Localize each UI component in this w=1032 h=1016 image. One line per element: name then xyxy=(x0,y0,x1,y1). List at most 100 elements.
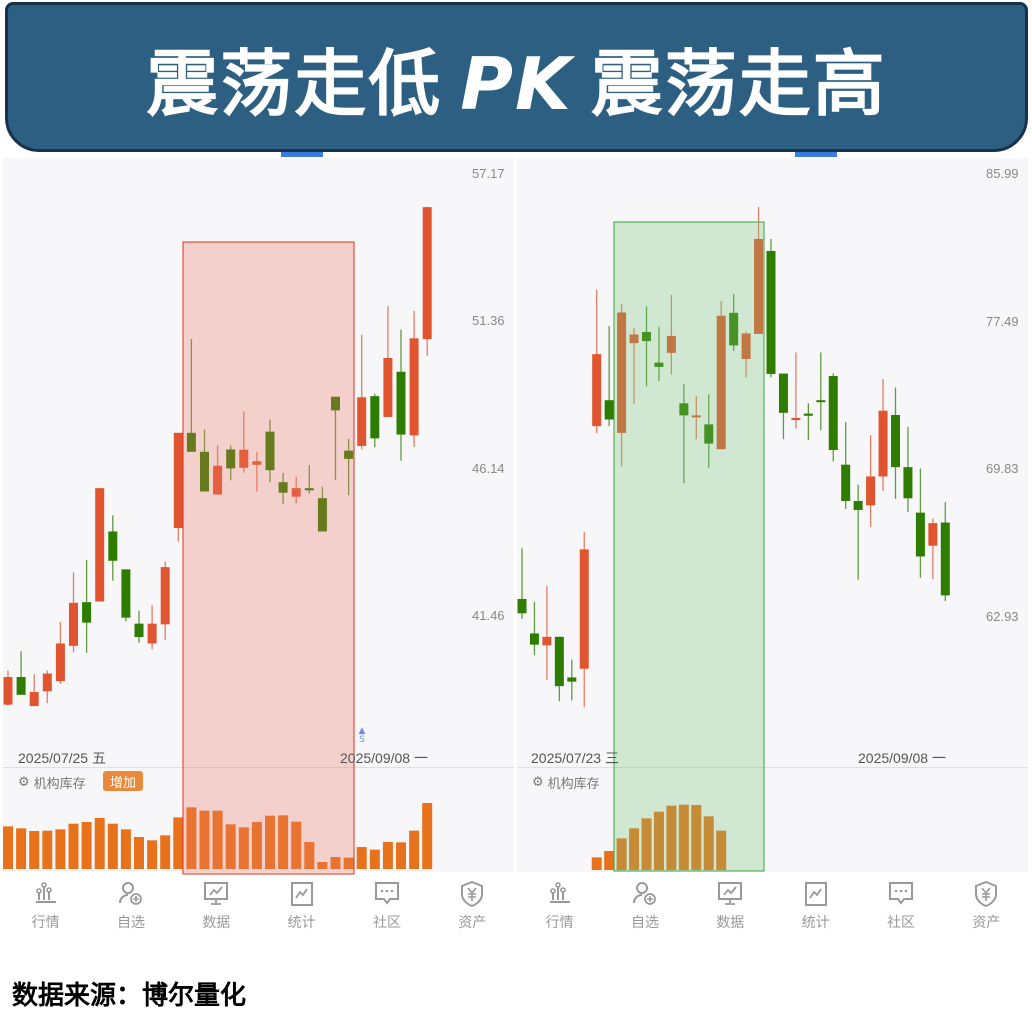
nav-item-2[interactable]: 数据 xyxy=(688,880,773,940)
nav-item-1[interactable]: 自选 xyxy=(88,880,173,940)
candle-body xyxy=(816,400,826,403)
candle-body xyxy=(878,410,888,477)
indicator-bar xyxy=(278,815,289,869)
y-tick-label: 85.99 xyxy=(986,166,1019,181)
indicator-name: 机构库存 xyxy=(547,777,600,792)
indicator-bar xyxy=(199,810,210,869)
user-add-icon xyxy=(118,882,142,905)
candle-body xyxy=(567,677,577,682)
nav-item-3[interactable]: 统计 xyxy=(773,880,858,940)
candle-body xyxy=(108,531,118,561)
nav-label: 资产 xyxy=(972,915,1001,931)
candle-body xyxy=(252,461,262,465)
candle-body xyxy=(370,396,380,439)
candle-body xyxy=(200,451,209,492)
indicator-bar xyxy=(396,842,406,869)
tab-indicator xyxy=(795,152,837,157)
nav-item-1[interactable]: 自选 xyxy=(602,880,687,940)
tab-indicator xyxy=(281,152,323,157)
title-left: 震荡走低 xyxy=(146,41,443,126)
candle-body xyxy=(3,677,13,705)
chat-icon xyxy=(888,882,913,905)
indicator-bar xyxy=(666,805,677,870)
indicator-bar xyxy=(225,824,236,869)
highlight-box xyxy=(613,221,765,872)
indicator-bar xyxy=(317,862,328,869)
indicator-bar xyxy=(94,818,105,869)
indicator-bar xyxy=(291,821,302,869)
indicator-bar xyxy=(55,829,66,869)
nav-item-0[interactable]: 行情 xyxy=(517,880,602,940)
candle-body xyxy=(265,431,275,471)
nav-label: 统计 xyxy=(287,915,316,931)
gear-icon: ⚙ xyxy=(532,775,544,790)
indicator-name: 机构库存 xyxy=(33,777,86,792)
indicator-bar xyxy=(691,805,702,870)
candle-body xyxy=(186,432,196,452)
nav-item-4[interactable]: 社区 xyxy=(344,880,429,940)
gear-icon: ⚙ xyxy=(18,775,30,790)
indicator-bar xyxy=(422,803,433,869)
candle-body xyxy=(226,449,236,469)
candle-body xyxy=(766,250,776,374)
indicator-bar xyxy=(409,830,420,869)
indicator-bar xyxy=(616,838,627,870)
indicator-bar xyxy=(604,851,615,870)
indicator-label[interactable]: ⚙ 机构库存 xyxy=(18,773,86,792)
candle-body xyxy=(173,432,183,529)
candle-body xyxy=(304,488,314,491)
y-tick-label: 41.46 xyxy=(472,608,505,623)
candle-body xyxy=(791,417,801,421)
nav-item-4[interactable]: 社区 xyxy=(858,880,943,940)
candle-body xyxy=(542,636,552,646)
candle-body xyxy=(642,332,651,342)
candle-body xyxy=(554,636,564,687)
nav-item-5[interactable]: 资产 xyxy=(944,880,1029,940)
nav-item-2[interactable]: 数据 xyxy=(174,880,259,940)
y-tick-label: 46.14 xyxy=(472,460,505,476)
monitor-chart-icon xyxy=(718,882,743,905)
data-source: 数据来源：博尔量化 xyxy=(12,981,247,1011)
candle-body xyxy=(704,424,714,444)
candle-body xyxy=(383,357,393,417)
x-label-start: 2025/07/23 三 xyxy=(531,750,619,766)
signal-marker: ▲ S xyxy=(358,726,366,745)
indicator-bar xyxy=(356,847,367,869)
candle-body xyxy=(29,692,39,707)
candle-body xyxy=(915,512,925,557)
candle-body xyxy=(741,333,751,360)
candle-body xyxy=(579,549,589,669)
yen-shield-icon xyxy=(461,880,484,908)
stats-icon xyxy=(804,882,827,906)
title-pk: PK xyxy=(460,41,573,126)
indicator-label[interactable]: ⚙ 机构库存 xyxy=(532,773,600,792)
chat-icon xyxy=(374,882,399,905)
candle-body xyxy=(928,523,938,546)
candle-body xyxy=(16,677,26,695)
title-banner: 震荡走低 PK 震荡走高 xyxy=(5,2,1028,152)
y-tick-label: 51.36 xyxy=(472,313,505,329)
indicator-bar xyxy=(629,828,640,870)
indicator-bar xyxy=(591,857,602,870)
candle-body xyxy=(396,371,406,435)
nav-item-3[interactable]: 统计 xyxy=(259,880,344,940)
indicator-bar xyxy=(641,818,652,870)
indicator-bar xyxy=(120,829,131,869)
indicator-bar xyxy=(186,807,197,869)
indicator-bar xyxy=(29,831,40,869)
candle-body xyxy=(803,413,813,416)
indicator-bar xyxy=(160,835,171,869)
indicator-bar xyxy=(304,842,315,869)
nav-item-5[interactable]: 资产 xyxy=(430,880,515,940)
y-tick-label: 62.93 xyxy=(986,609,1019,624)
candle-body xyxy=(121,569,131,618)
indicator-bar xyxy=(238,827,249,869)
candle-body xyxy=(42,673,52,692)
nav-label: 数据 xyxy=(716,915,745,931)
nav-item-0[interactable]: 行情 xyxy=(3,880,88,940)
candle-body xyxy=(134,623,144,638)
candle-body xyxy=(291,488,301,497)
indicator-bar xyxy=(68,823,79,869)
x-label-end: 2025/09/08 一 xyxy=(340,750,428,766)
divider xyxy=(517,767,1028,768)
